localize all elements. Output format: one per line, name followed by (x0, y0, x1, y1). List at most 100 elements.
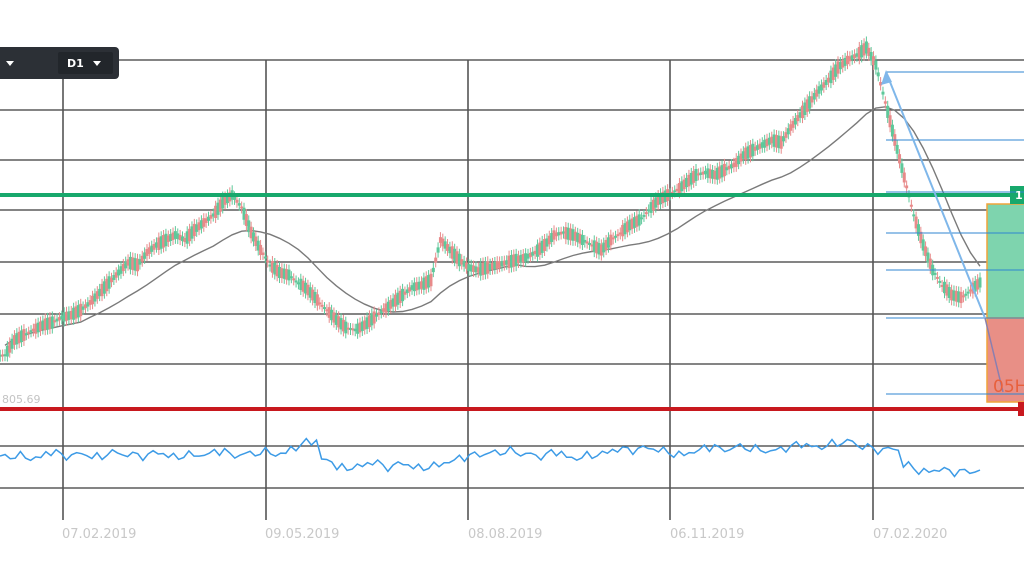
candle-body (961, 295, 965, 298)
candle-body (100, 283, 104, 297)
candle-body (767, 137, 771, 145)
candle-body (888, 115, 892, 128)
resistance-badge-label: 1 (1015, 189, 1023, 202)
candle-body (150, 245, 154, 252)
candle-body (17, 331, 21, 344)
candle-body (954, 290, 958, 302)
candle-body (509, 255, 513, 268)
candle-body (715, 167, 719, 180)
candle-body (876, 72, 880, 77)
candle-body (817, 86, 821, 94)
candle-body (566, 227, 570, 240)
candle-body (964, 293, 968, 296)
labels: 805.69 05H 1 07.02.2019 09.05.2019 08.08… (2, 189, 1024, 542)
candle-body (29, 330, 33, 333)
candle-body (673, 190, 677, 193)
resistance-badge (1010, 186, 1024, 204)
candle-body (476, 267, 480, 273)
risk-reward-zones[interactable] (986, 203, 1024, 403)
candle-body (173, 231, 177, 239)
candle-body (5, 345, 9, 357)
candle-body (320, 304, 324, 307)
candle-body (403, 291, 407, 295)
candle-body (519, 254, 523, 263)
candle-body (415, 282, 419, 291)
candle-body (921, 239, 925, 251)
candle-body (483, 261, 487, 275)
candle-body (43, 318, 47, 331)
candle-body (83, 304, 87, 309)
candle-body (784, 132, 788, 138)
trend-line[interactable] (885, 71, 986, 319)
candle-body (76, 305, 80, 318)
chart-toolbar: D1 (0, 47, 119, 79)
candle-body (656, 195, 660, 205)
candle-body (890, 124, 894, 137)
candle-body (614, 235, 618, 238)
candle-body (408, 287, 412, 292)
target-zone[interactable] (986, 203, 1024, 319)
candle-body (195, 224, 199, 232)
candle-body (550, 233, 554, 242)
candle-body (180, 236, 184, 242)
symbol-dropdown[interactable] (0, 47, 20, 79)
timeframe-label: D1 (67, 56, 84, 70)
candle-body (526, 253, 530, 259)
candle-body (185, 231, 189, 244)
candle-body (285, 269, 289, 280)
candle-body (105, 278, 109, 292)
candle-body (640, 217, 644, 220)
trend-arrow[interactable] (881, 70, 1004, 393)
candle-body (677, 183, 681, 194)
candle-body (760, 142, 764, 148)
candle-body (498, 261, 502, 268)
candle-body (287, 269, 291, 281)
horizontal-levels[interactable] (0, 186, 1024, 416)
candle-body (713, 170, 717, 180)
candle-body (810, 96, 814, 103)
candle-body (902, 172, 906, 183)
candle-body (720, 165, 724, 178)
candle-body (711, 169, 715, 179)
candle-body (322, 307, 326, 310)
candle-body (950, 289, 954, 301)
candle-body (223, 196, 227, 205)
candle-body (595, 241, 599, 254)
candle-body (20, 330, 24, 343)
candle-body (935, 276, 939, 279)
candle-body (845, 55, 849, 65)
candle-body (446, 244, 450, 251)
candle-body (590, 244, 594, 247)
candle-body (625, 221, 629, 233)
fibonacci-levels[interactable] (886, 71, 1024, 395)
candle-body (53, 320, 57, 323)
x-tick-label: 09.05.2019 (265, 527, 339, 542)
candle-body (304, 282, 308, 294)
candle-body (770, 136, 774, 144)
candle-body (524, 253, 528, 262)
candle-body (881, 91, 885, 95)
candle-body (571, 229, 575, 241)
moving-average (4, 106, 981, 346)
candle-body (699, 172, 703, 175)
candle-body (853, 54, 857, 59)
candle-body (429, 273, 433, 287)
candle-body (798, 112, 802, 118)
candle-body (559, 231, 563, 235)
candle-body (777, 135, 781, 149)
low-value-label: 805.69 (2, 393, 41, 406)
candle-body (143, 252, 147, 259)
candle-body (443, 241, 447, 249)
candle-body (924, 246, 928, 257)
candle-body (289, 276, 293, 279)
candle-body (225, 194, 229, 204)
candle-body (879, 82, 883, 86)
candle-body (978, 277, 982, 288)
candle-body (969, 289, 973, 292)
candle-body (874, 60, 878, 70)
timeframe-dropdown[interactable]: D1 (58, 52, 113, 74)
candle-body (318, 302, 322, 305)
arrowhead-icon (881, 70, 892, 85)
candle-body (687, 174, 691, 187)
